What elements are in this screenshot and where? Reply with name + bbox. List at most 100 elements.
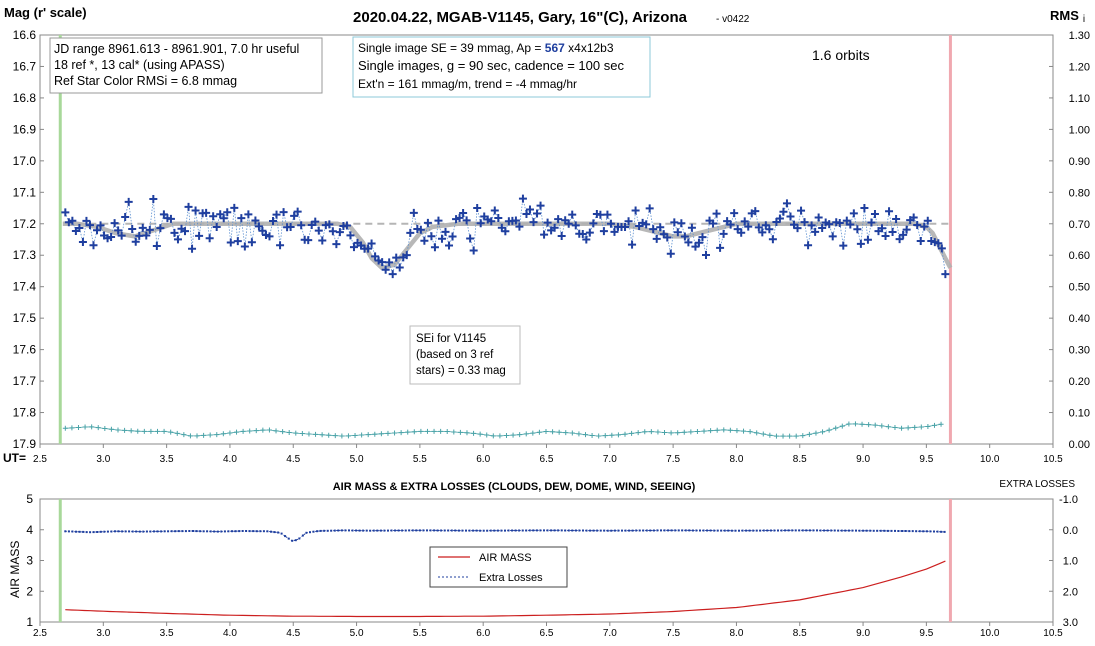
magnitude-point: [680, 232, 689, 241]
magnitude-point: [209, 212, 218, 221]
extra-losses-point: [865, 529, 868, 532]
extra-losses-point: [121, 530, 124, 533]
magnitude-point: [663, 233, 672, 242]
top-y2-tick-label: 1.00: [1069, 124, 1090, 136]
extra-losses-point: [284, 535, 287, 538]
magnitude-point: [430, 243, 439, 252]
magnitude-point: [85, 221, 94, 230]
extra-losses-point: [518, 529, 521, 532]
magnitude-point: [145, 225, 154, 234]
rms-point: [69, 425, 75, 431]
magnitude-point: [649, 225, 658, 234]
magnitude-point: [525, 205, 534, 214]
extra-losses-point: [365, 529, 368, 532]
magnitude-point: [466, 234, 475, 243]
magnitude-point: [677, 219, 686, 228]
rms-point: [589, 433, 595, 439]
extra-losses-point: [745, 529, 748, 532]
rms-point: [721, 427, 727, 433]
top-y2-tick-label: 0.30: [1069, 345, 1090, 357]
extra-losses-point: [869, 529, 872, 532]
extra-losses-point: [479, 529, 482, 532]
extra-losses-point: [635, 529, 638, 532]
extra-losses-point: [418, 529, 421, 532]
top-y-tick-label: 16.9: [13, 122, 37, 136]
rms-point: [266, 427, 272, 433]
rms-point: [286, 429, 292, 435]
top-y-tick-label: 17.1: [13, 185, 37, 199]
extra-losses-point: [723, 529, 726, 532]
extra-losses-point: [528, 529, 531, 532]
extra-losses-point: [755, 529, 758, 532]
magnitude-point: [740, 217, 749, 226]
extra-losses-point: [383, 529, 386, 532]
extra-losses-point: [387, 529, 389, 532]
extra-losses-point: [142, 530, 145, 533]
extra-losses-point: [457, 529, 460, 532]
rms-point: [741, 428, 747, 434]
rms-point: [622, 431, 628, 437]
extra-losses-point: [560, 529, 563, 532]
rms-point: [892, 425, 898, 431]
extra-losses-point: [858, 529, 861, 532]
top-x-tick-label: 10.0: [980, 454, 1000, 465]
extra-losses-point: [628, 529, 631, 532]
rms-point: [708, 428, 714, 434]
extra-losses-point: [507, 529, 510, 532]
extra-losses-point: [826, 529, 829, 532]
extra-losses-point: [82, 530, 85, 533]
bottom-x-tick-label: 4.5: [286, 628, 300, 639]
extra-losses-point: [674, 529, 677, 532]
extra-losses-point: [234, 530, 237, 533]
magnitude-point: [522, 209, 531, 218]
extra-losses-point: [716, 529, 719, 532]
extra-losses-point: [741, 529, 744, 532]
magnitude-point: [694, 238, 703, 247]
magnitude-point: [304, 236, 313, 245]
sei-annotation-line-3: stars) = 0.33 mag: [416, 365, 506, 377]
extra-losses-point: [890, 529, 893, 532]
extra-losses-point: [468, 529, 471, 532]
rms-point: [95, 425, 101, 431]
top-x-tick-label: 7.0: [603, 454, 617, 465]
magnitude-point: [934, 239, 943, 248]
extra-losses-point: [670, 529, 673, 532]
magnitude-point: [937, 244, 946, 253]
top-x-tick-label: 2.5: [33, 454, 47, 465]
bottom-x-tick-label: 8.5: [793, 628, 807, 639]
extra-losses-point: [103, 530, 106, 533]
magnitude-point: [849, 209, 858, 218]
magnitude-point: [628, 240, 637, 249]
rms-point: [431, 428, 437, 434]
rms-point: [596, 433, 602, 439]
extra-losses-point: [840, 529, 843, 532]
rms-point: [273, 428, 279, 434]
magnitude-point: [599, 227, 608, 236]
extra-losses-point: [138, 530, 141, 533]
top-x-tick-label: 5.5: [413, 454, 427, 465]
extra-losses-point: [521, 529, 524, 532]
rms-point: [332, 433, 338, 439]
rms-point: [536, 429, 542, 435]
info-box-images: Single image SE = 39 mmag, Ap = 567 x4x1…: [352, 36, 651, 98]
magnitude-point: [923, 216, 932, 225]
extra-losses-point: [411, 529, 414, 532]
extra-losses-point: [925, 530, 928, 533]
extra-losses-point: [344, 529, 347, 532]
rms-point: [602, 433, 608, 439]
extra-losses-point: [110, 530, 113, 533]
magnitude-point: [712, 209, 721, 218]
rms-point: [260, 427, 266, 433]
rms-point: [306, 431, 312, 437]
extra-losses-point: [833, 529, 836, 532]
extra-losses-point: [167, 530, 170, 533]
extra-losses-point: [606, 529, 609, 532]
extra-losses-point: [340, 529, 343, 532]
magnitude-point: [205, 234, 214, 243]
extra-losses-point: [713, 529, 716, 532]
extra-losses-point: [734, 529, 737, 532]
rms-point: [207, 432, 213, 438]
magnitude-point: [311, 217, 320, 226]
extra-losses-point: [777, 529, 779, 532]
